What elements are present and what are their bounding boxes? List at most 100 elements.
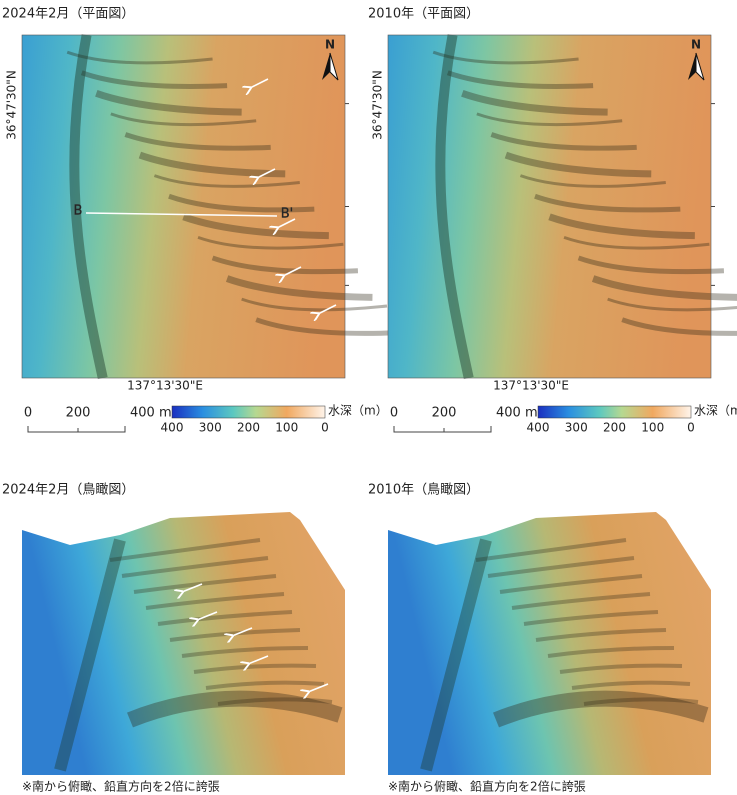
profile-line [85, 212, 278, 217]
terrain-streak [255, 317, 402, 336]
north-arrow [329, 52, 339, 81]
lat-label: 36°47'30"N [5, 70, 19, 140]
terrain-streak [523, 610, 659, 626]
slope-shadow [420, 538, 492, 772]
terrain-streak [511, 592, 651, 610]
perspective-view [388, 512, 711, 775]
change-arrow [248, 655, 269, 664]
colorbar-label: 200 [237, 421, 260, 435]
channel [69, 34, 108, 380]
change-arrow [250, 78, 269, 88]
terrain-streak [181, 646, 309, 658]
colorbar-title: 水深（m） [694, 404, 737, 418]
terrain-streak [197, 235, 344, 250]
terrain-streak [168, 193, 315, 213]
change-arrow [182, 583, 203, 592]
panel-title: 2010年（平面図） [368, 7, 479, 22]
terrain-streak [95, 90, 242, 116]
colorbar-label: 0 [321, 421, 329, 435]
panel-title: 2024年2月（鳥瞰図） [2, 483, 134, 498]
colorbar-label: 200 [603, 421, 626, 435]
terrain-streak [133, 574, 277, 594]
terrain-streak [225, 275, 373, 301]
ridge-shadow [493, 690, 709, 728]
terrain-streak [157, 610, 293, 626]
terrain-streak [66, 50, 213, 65]
terrain-streak [109, 538, 261, 562]
perspective-image [22, 512, 345, 775]
profile-end: B' [281, 207, 294, 222]
terrain-streak [138, 151, 286, 178]
colorbar [171, 405, 326, 419]
terrain-streak [583, 697, 699, 706]
scale-bar [393, 426, 492, 433]
terrain-streak [519, 174, 666, 188]
terrain-streak [121, 556, 269, 578]
note: ※南から俯瞰、鉛直方向を2倍に誇張 [388, 779, 586, 794]
lon-label: 137°13'30"E [493, 379, 569, 393]
terrain-streak [607, 297, 737, 312]
map [21, 34, 402, 380]
colorbar-label: 0 [687, 421, 695, 435]
north-label: N [325, 38, 335, 52]
note: ※南から俯瞰、鉛直方向を2倍に誇張 [22, 779, 220, 794]
panel-title: 2010年（鳥瞰図） [368, 483, 479, 498]
terrain-streak [621, 317, 737, 336]
change-arrow [197, 611, 218, 620]
scale-label: 400 m [130, 406, 172, 421]
change-arrow [283, 266, 302, 276]
panel-title: 2024年2月（平面図） [2, 7, 134, 22]
terrain-streak [193, 663, 317, 674]
map-image [388, 35, 711, 378]
colorbar-label: 300 [199, 421, 222, 435]
terrain-streak [499, 574, 643, 594]
colorbar-title: 水深（m） [328, 404, 388, 418]
scale-label: 400 m [496, 406, 538, 421]
terrain-streak [571, 680, 691, 690]
ridge-shadow [127, 690, 343, 728]
change-arrow [277, 218, 296, 228]
terrain-streak [145, 592, 285, 610]
colorbar-label: 100 [275, 421, 298, 435]
terrain-streak [476, 112, 623, 127]
perspective-image [388, 512, 711, 775]
terrain-streak [461, 90, 608, 116]
change-arrow [318, 304, 337, 314]
terrain-streak [591, 275, 737, 301]
terrain-streak [490, 132, 637, 151]
terrain-streak [205, 680, 325, 690]
colorbar-label: 400 [161, 421, 184, 435]
terrain-streak [475, 538, 627, 562]
colorbar-label: 100 [641, 421, 664, 435]
terrain-streak [110, 112, 257, 127]
scale-label: 0 [390, 406, 398, 421]
terrain-streak [241, 297, 388, 312]
map [387, 34, 737, 380]
terrain-streak [504, 151, 652, 178]
scale-label: 200 [432, 406, 457, 421]
channel [435, 34, 474, 380]
scale-label: 0 [24, 406, 32, 421]
terrain-streak [535, 628, 667, 642]
terrain-streak [577, 255, 725, 275]
colorbar [537, 405, 692, 419]
change-arrow [257, 168, 276, 178]
scale-label: 200 [66, 406, 91, 421]
perspective-view [22, 512, 345, 775]
terrain-streak [217, 697, 333, 706]
change-arrow [232, 627, 253, 636]
change-arrow [308, 683, 329, 692]
colorbar-label: 300 [565, 421, 588, 435]
north-arrow [688, 53, 696, 80]
terrain-streak [534, 193, 681, 213]
terrain-streak [559, 663, 683, 674]
terrain-streak [548, 213, 695, 240]
terrain-streak [124, 132, 271, 151]
terrain-streak [80, 70, 228, 89]
terrain-streak [487, 556, 635, 578]
north-arrow [322, 53, 330, 80]
colorbar-label: 400 [527, 421, 550, 435]
terrain-streak [547, 646, 675, 658]
terrain-streak [432, 50, 579, 65]
